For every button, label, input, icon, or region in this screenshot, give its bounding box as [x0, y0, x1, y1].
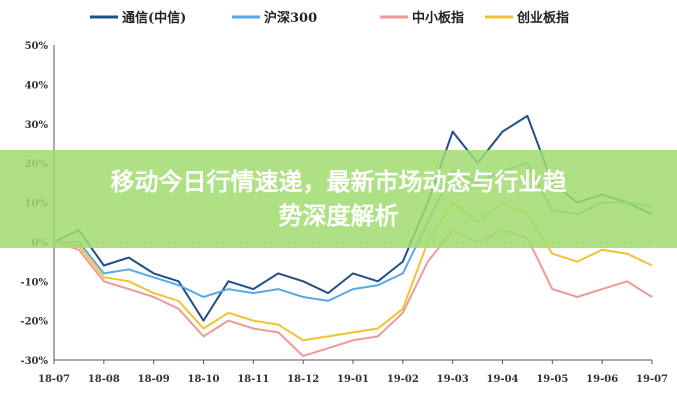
banner-title-line1: 移动今日行情速递，最新市场动态与行业趋 — [110, 168, 567, 196]
y-tick-label: -10% — [20, 277, 48, 288]
series-line-3 — [53, 201, 653, 342]
banner-title-line2: 势深度解析 — [278, 202, 399, 230]
x-tick-label: 18-08 — [88, 374, 120, 385]
x-tick-label: 19-03 — [437, 374, 469, 385]
legend-label: 中小板指 — [412, 10, 464, 26]
legend-label: 创业板指 — [516, 10, 569, 26]
x-tick-label: 19-05 — [536, 374, 568, 385]
y-tick-label: -30% — [20, 356, 48, 367]
y-tick-label: 40% — [25, 80, 49, 91]
title-banner: 移动今日行情速递，最新市场动态与行业趋 势深度解析 — [0, 150, 677, 248]
x-tick-label: 19-01 — [337, 374, 369, 385]
y-tick-label: -20% — [20, 317, 48, 328]
x-tick-label: 18-09 — [138, 374, 170, 385]
x-tick-label: 18-12 — [287, 374, 319, 385]
x-tick-label: 18-07 — [38, 374, 70, 385]
series-line-2 — [53, 229, 653, 358]
legend-label: 沪深300 — [264, 10, 317, 26]
x-tick-label: 19-04 — [487, 374, 519, 385]
legend-label: 通信(中信) — [122, 10, 186, 26]
x-tick-label: 18-10 — [188, 374, 220, 385]
y-tick-label: 50% — [25, 41, 49, 52]
x-tick-label: 19-07 — [636, 374, 668, 385]
x-tick-label: 19-02 — [387, 374, 419, 385]
x-tick-label: 19-06 — [586, 374, 618, 385]
x-tick-label: 18-11 — [237, 374, 269, 385]
y-tick-label: 30% — [25, 120, 49, 131]
